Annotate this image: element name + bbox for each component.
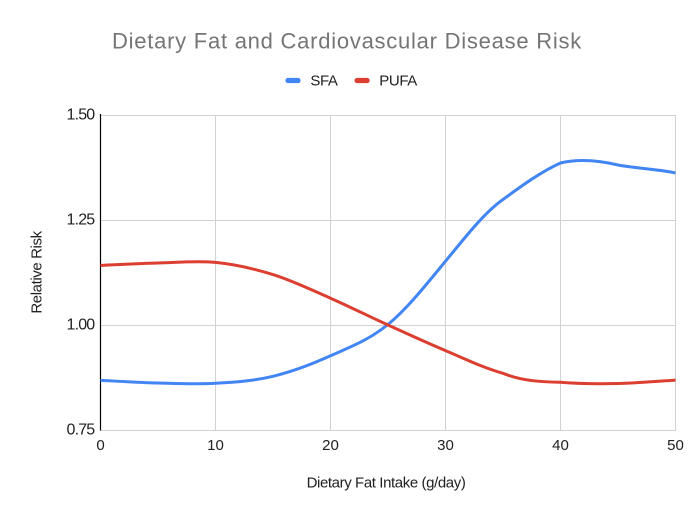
- svg-text:20: 20: [322, 437, 339, 454]
- svg-text:0: 0: [96, 437, 104, 454]
- svg-text:PUFA: PUFA: [379, 73, 417, 90]
- svg-text:1.25: 1.25: [67, 212, 96, 229]
- svg-text:40: 40: [552, 437, 569, 454]
- svg-text:Relative Risk: Relative Risk: [29, 230, 46, 313]
- svg-text:30: 30: [437, 437, 454, 454]
- svg-text:1.50: 1.50: [67, 107, 96, 124]
- svg-text:1.00: 1.00: [67, 317, 96, 334]
- svg-text:Dietary Fat and Cardiovascular: Dietary Fat and Cardiovascular Disease R…: [112, 29, 582, 54]
- svg-text:10: 10: [207, 437, 224, 454]
- svg-text:Dietary Fat Intake (g/day): Dietary Fat Intake (g/day): [307, 475, 466, 492]
- svg-text:0.75: 0.75: [67, 422, 96, 439]
- svg-text:SFA: SFA: [310, 73, 338, 90]
- svg-text:50: 50: [667, 437, 684, 454]
